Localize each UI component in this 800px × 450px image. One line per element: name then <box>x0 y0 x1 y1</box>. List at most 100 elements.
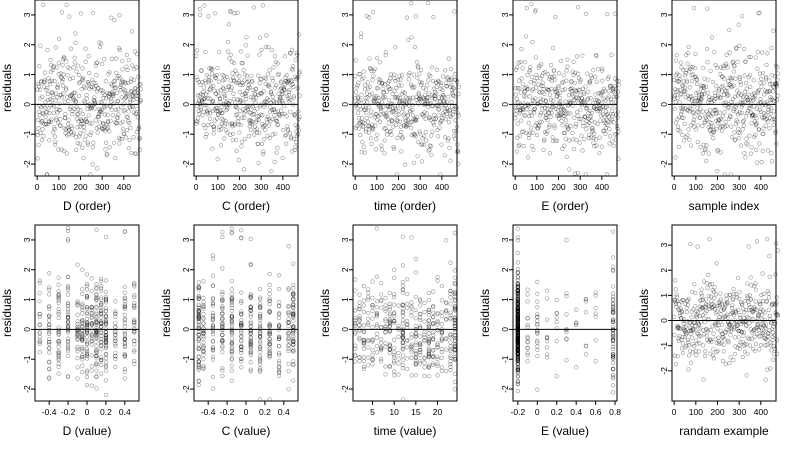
data-point <box>519 46 524 52</box>
data-point <box>387 319 392 324</box>
data-point <box>676 336 681 341</box>
data-point <box>599 144 604 149</box>
data-point <box>771 84 776 89</box>
data-point <box>276 91 281 96</box>
data-point <box>196 314 201 319</box>
data-point <box>269 169 274 174</box>
data-point <box>515 342 520 348</box>
data-point <box>196 305 201 311</box>
data-point <box>290 64 296 69</box>
data-point <box>520 106 526 111</box>
data-point <box>516 60 521 65</box>
data-point <box>387 320 392 325</box>
data-point <box>220 292 225 297</box>
data-point <box>220 289 225 294</box>
data-point <box>515 306 520 311</box>
data-point <box>37 109 42 114</box>
data-point <box>548 97 554 102</box>
data-point <box>203 81 209 86</box>
data-point <box>60 79 65 84</box>
data-point <box>258 301 263 306</box>
data-point <box>762 335 767 340</box>
data-point <box>100 90 105 95</box>
data-point <box>727 82 732 87</box>
data-point <box>743 80 749 85</box>
data-point <box>378 112 383 117</box>
data-point <box>721 66 726 71</box>
data-point <box>429 152 434 158</box>
data-point <box>222 77 227 82</box>
data-point <box>79 118 84 123</box>
data-point <box>80 336 85 341</box>
data-point <box>212 73 217 79</box>
data-point <box>103 294 109 300</box>
data-point <box>405 96 410 101</box>
y-tick-label: 1 <box>22 297 32 302</box>
data-point <box>285 80 290 85</box>
data-point <box>280 99 285 104</box>
data-point <box>760 103 765 108</box>
data-point <box>697 333 702 339</box>
data-point <box>400 263 405 268</box>
data-point <box>698 96 703 102</box>
data-point <box>229 319 234 325</box>
data-point <box>93 99 98 104</box>
data-point <box>353 125 358 130</box>
data-point <box>431 321 436 326</box>
data-point <box>732 335 738 340</box>
data-point <box>515 332 520 337</box>
data-point <box>196 378 201 383</box>
data-point <box>132 321 137 326</box>
data-point <box>427 147 432 152</box>
data-point <box>356 99 361 104</box>
data-point <box>526 120 531 126</box>
data-point <box>532 78 537 84</box>
data-point <box>99 333 104 338</box>
data-point <box>735 88 740 93</box>
data-point <box>229 85 234 90</box>
data-point <box>296 116 301 122</box>
data-point <box>554 89 559 94</box>
data-point <box>99 330 104 336</box>
data-point <box>418 352 423 357</box>
data-point <box>604 112 609 117</box>
data-point <box>210 314 216 319</box>
data-point <box>418 361 423 366</box>
data-point <box>768 105 774 111</box>
data-point <box>525 346 530 351</box>
data-point <box>210 296 216 301</box>
data-point <box>65 374 71 379</box>
data-point <box>515 314 520 319</box>
data-point <box>400 309 405 314</box>
data-point <box>515 302 520 307</box>
data-point <box>588 114 593 119</box>
data-point <box>515 292 520 297</box>
data-point <box>424 97 429 102</box>
data-point <box>291 312 296 317</box>
data-point <box>734 292 739 297</box>
data-point <box>768 111 773 116</box>
data-point <box>382 82 388 87</box>
data-point <box>426 318 431 323</box>
data-point <box>210 357 216 362</box>
data-point <box>392 358 397 364</box>
data-point <box>65 283 71 289</box>
data-point <box>561 80 566 85</box>
data-point <box>765 148 771 153</box>
data-point <box>210 323 216 328</box>
data-point <box>225 106 230 111</box>
data-point <box>758 80 763 85</box>
data-point <box>267 350 272 356</box>
data-point <box>65 315 71 320</box>
data-point <box>258 304 263 309</box>
data-point <box>248 339 253 344</box>
data-point <box>75 299 80 304</box>
data-point <box>405 301 410 307</box>
data-point <box>194 75 199 80</box>
data-point <box>535 291 540 296</box>
data-point <box>515 318 520 323</box>
data-point <box>413 256 418 261</box>
data-point <box>688 241 693 247</box>
data-point <box>565 57 570 62</box>
